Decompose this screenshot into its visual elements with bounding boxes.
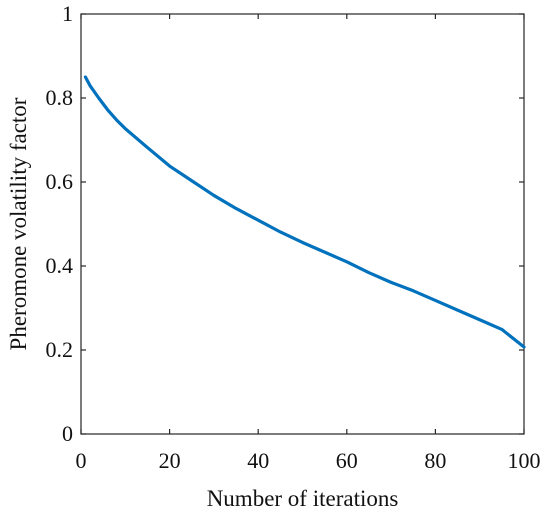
y-tick-label: 0.6	[46, 169, 74, 194]
x-tick-label: 40	[247, 448, 269, 473]
y-tick-label: 0.8	[46, 85, 74, 110]
series-layer	[83, 75, 526, 349]
y-tick-label: 0.2	[46, 337, 74, 362]
x-tick-label: 0	[76, 448, 87, 473]
y-axis-title: Pheromone volatility factor	[6, 97, 31, 350]
y-tick-label: 0	[62, 421, 73, 446]
x-tick-label: 100	[508, 448, 541, 473]
plot-box	[80, 13, 525, 435]
plot-frame	[80, 13, 525, 435]
x-axis-title: Number of iterations	[207, 486, 399, 511]
x-tick-label: 80	[424, 448, 446, 473]
x-tick-label: 20	[159, 448, 181, 473]
x-tick-label: 60	[336, 448, 358, 473]
x-axis-ticks: 0 20 40 60 80 100	[76, 14, 541, 473]
series-line	[83, 75, 526, 349]
y-axis-ticks: 0 0.2 0.4 0.6 0.8 1	[46, 1, 524, 446]
y-tick-label: 0.4	[46, 253, 74, 278]
y-tick-label: 1	[62, 1, 73, 26]
